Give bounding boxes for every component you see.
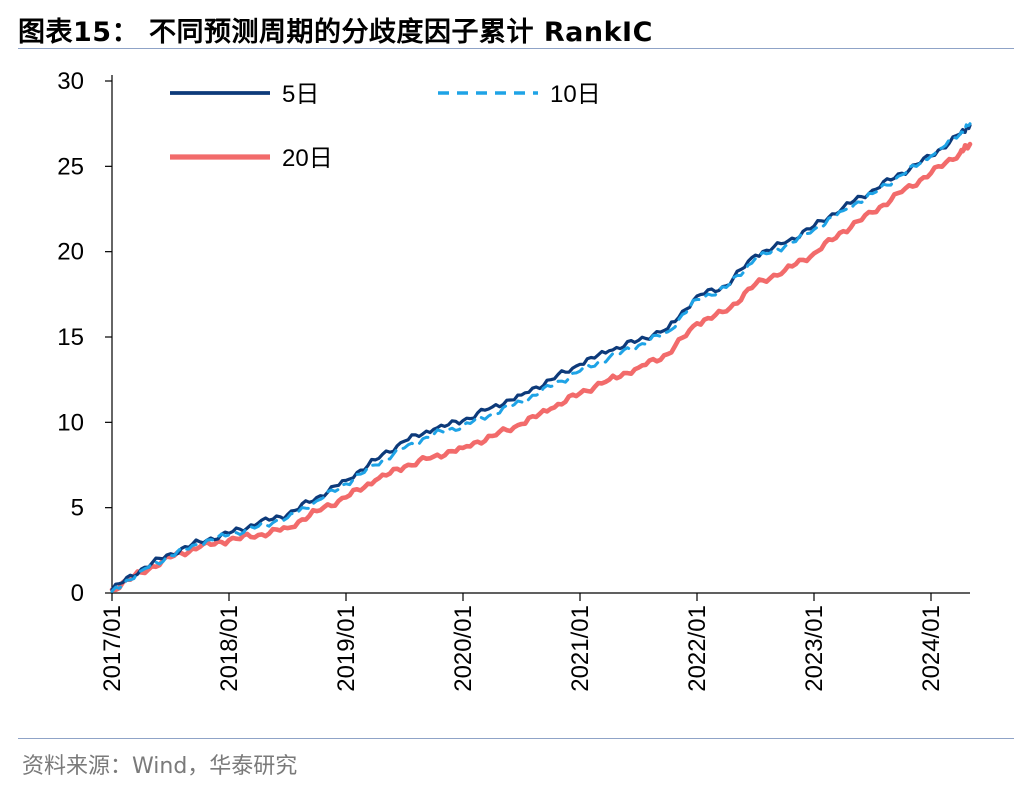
title-divider (18, 48, 1014, 49)
y-tick-label: 10 (57, 409, 84, 436)
chart-lines (109, 122, 973, 593)
y-tick-label: 30 (57, 68, 84, 95)
x-tick-label: 2019/01 (333, 605, 360, 692)
chart-legend: 5日 10日 20日 (170, 81, 601, 172)
series-line-1 (110, 123, 972, 592)
x-tick-label: 2020/01 (450, 605, 477, 692)
x-tick-label: 2024/01 (918, 605, 945, 692)
x-tick-label: 2021/01 (567, 605, 594, 692)
footer-divider (18, 738, 1014, 739)
y-tick-label: 0 (71, 580, 84, 607)
y-tick-label: 25 (57, 153, 84, 180)
x-tick-label: 2022/01 (684, 605, 711, 692)
y-tick-label: 5 (71, 495, 84, 522)
x-tick-label: 2023/01 (801, 605, 828, 692)
x-tick-label: 2017/01 (99, 605, 126, 692)
legend-label-1: 5日 (282, 81, 319, 108)
legend-label-2: 10日 (550, 81, 601, 108)
legend-label-3: 20日 (282, 145, 333, 172)
series-line-2 (110, 122, 972, 593)
chart-axes: 0 5 10 15 20 25 30 2017/01 2018/01 2019/01 2020/01… (57, 68, 970, 692)
source-note: 资料来源：Wind，华泰研究 (22, 754, 298, 779)
y-tick-label: 15 (57, 324, 84, 351)
chart-title: 图表15： 不同预测周期的分歧度因子累计 RankIC (18, 17, 653, 48)
y-tick-label: 20 (57, 239, 84, 266)
x-tick-label: 2018/01 (216, 605, 243, 692)
series-line-3 (109, 141, 973, 593)
